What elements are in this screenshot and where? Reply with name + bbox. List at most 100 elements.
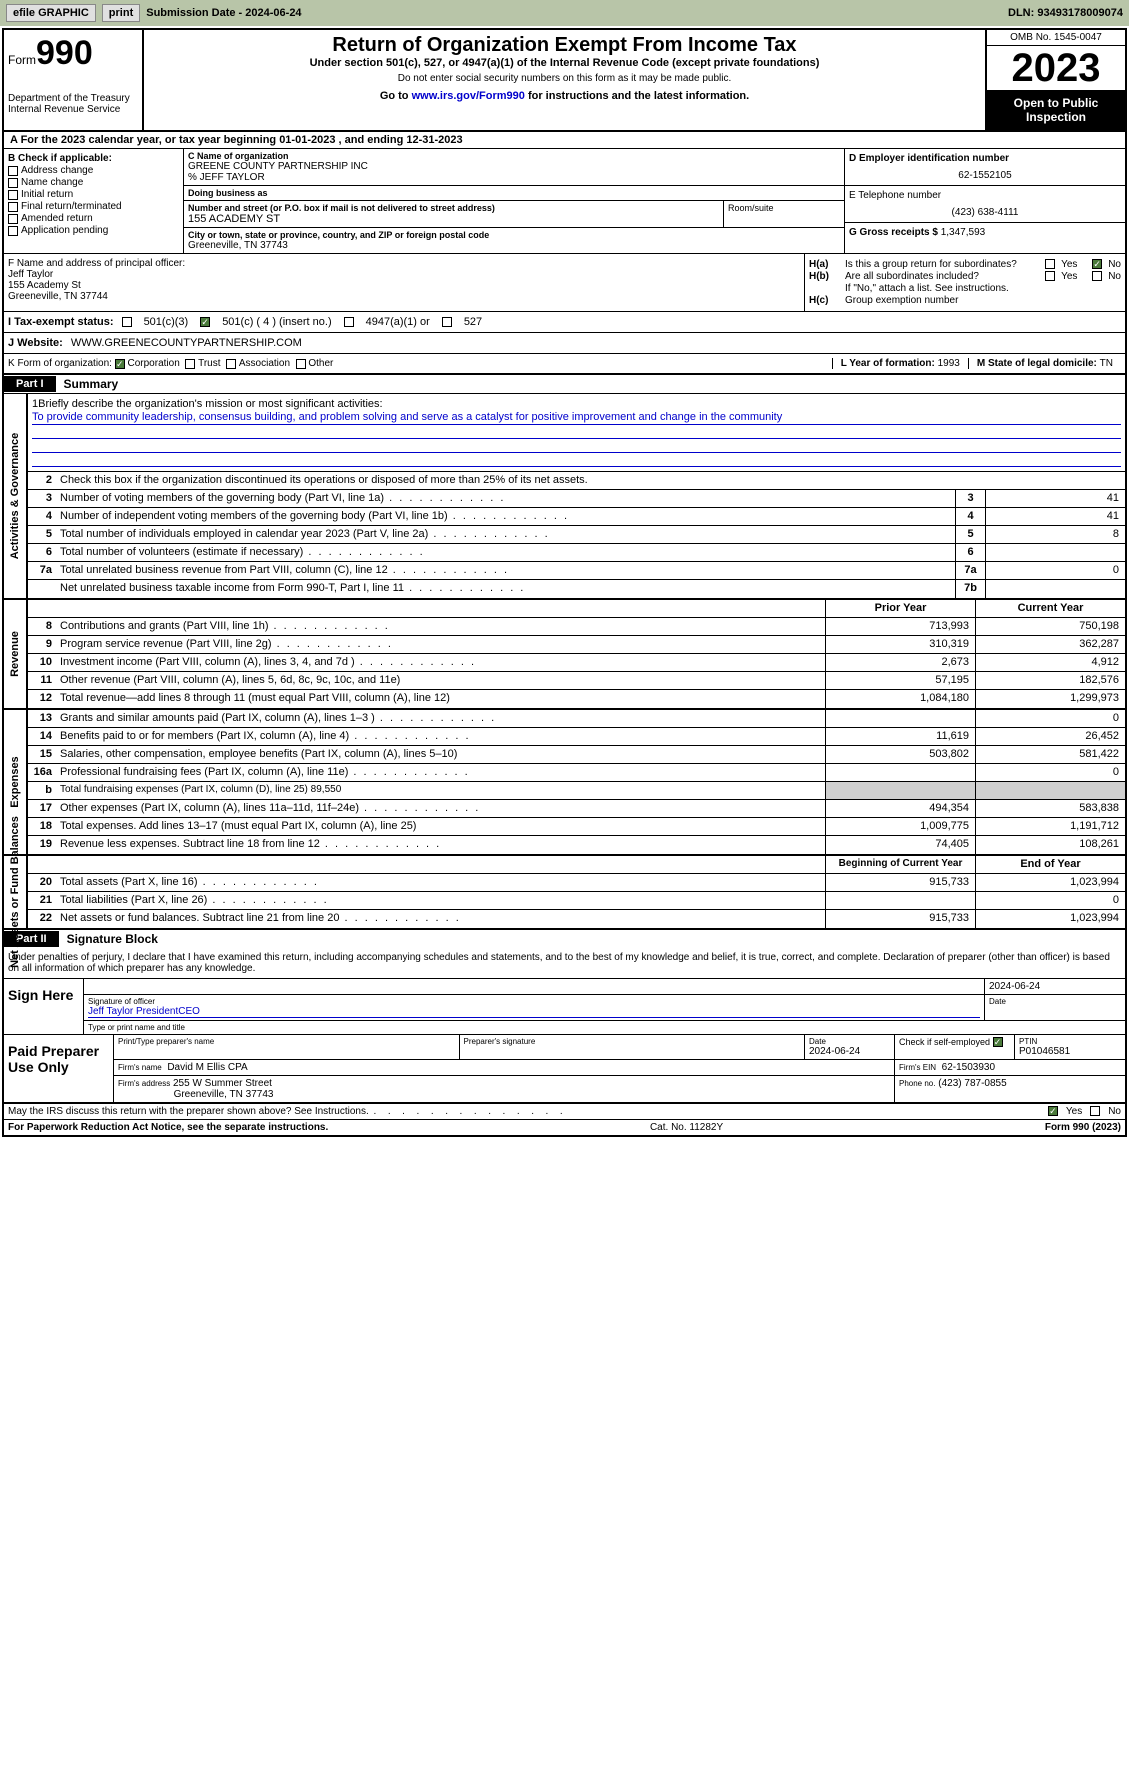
line-4-num: 4 (28, 508, 56, 525)
checkbox-name-change[interactable] (8, 178, 18, 188)
checkbox-501c[interactable] (200, 317, 210, 327)
line-7b-num (28, 580, 56, 598)
line-19-prior: 74,405 (825, 836, 975, 854)
checkbox-self-employed[interactable] (993, 1037, 1003, 1047)
ha-no-checkbox[interactable] (1092, 259, 1102, 269)
checkbox-application-pending[interactable] (8, 226, 18, 236)
line-11-num: 11 (28, 672, 56, 689)
year-formation: L Year of formation: 1993 (832, 358, 968, 369)
state-domicile: M State of legal domicile: TN (968, 358, 1121, 369)
line-7b-box: 7b (955, 580, 985, 598)
line-6-desc: Total number of volunteers (estimate if … (56, 544, 955, 561)
part-1-title: Summary (56, 375, 127, 393)
label-other: Other (308, 358, 333, 369)
col-c-org-info: C Name of organization GREENE COUNTY PAR… (184, 149, 845, 253)
paid-preparer-block: Paid Preparer Use Only Print/Type prepar… (4, 1035, 1125, 1104)
dba-label: Doing business as (188, 188, 840, 198)
line-13-num: 13 (28, 710, 56, 727)
line-7a-val: 0 (985, 562, 1125, 579)
officer-label: F Name and address of principal officer: (8, 258, 800, 269)
line-20-desc: Total assets (Part X, line 16) (56, 874, 825, 891)
line-11-curr: 182,576 (975, 672, 1125, 689)
line-6-num: 6 (28, 544, 56, 561)
irs-discuss-text: May the IRS discuss this return with the… (8, 1106, 369, 1117)
firm-ein: 62-1503930 (942, 1062, 995, 1073)
checkbox-501c3[interactable] (122, 317, 132, 327)
label-527: 527 (464, 316, 482, 328)
prep-name-label: Print/Type preparer's name (118, 1037, 455, 1046)
care-of: % JEFF TAYLOR (188, 172, 840, 183)
line-10-desc: Investment income (Part VIII, column (A)… (56, 654, 825, 671)
line-3-desc: Number of voting members of the governin… (56, 490, 955, 507)
org-name-label: C Name of organization (188, 151, 840, 161)
label-501c3: 501(c)(3) (144, 316, 189, 328)
sig-date: 2024-06-24 (985, 979, 1125, 994)
paperwork-notice: For Paperwork Reduction Act Notice, see … (8, 1122, 328, 1133)
firm-name-label: Firm's name (118, 1063, 162, 1072)
line-22-num: 22 (28, 910, 56, 928)
line-3-num: 3 (28, 490, 56, 507)
line-18-curr: 1,191,712 (975, 818, 1125, 835)
ha-yes-checkbox[interactable] (1045, 259, 1055, 269)
row-a-tax-year: A For the 2023 calendar year, or tax yea… (4, 132, 1125, 149)
line-17-curr: 583,838 (975, 800, 1125, 817)
print-button[interactable]: print (102, 4, 140, 22)
part-1-tag: Part I (4, 376, 56, 392)
line-5-num: 5 (28, 526, 56, 543)
line-20-prior: 915,733 (825, 874, 975, 891)
hb-yes-checkbox[interactable] (1045, 271, 1055, 281)
discuss-no-checkbox[interactable] (1090, 1106, 1100, 1116)
line-7a-num: 7a (28, 562, 56, 579)
checkbox-amended-return[interactable] (8, 214, 18, 224)
line-18-num: 18 (28, 818, 56, 835)
line-4-box: 4 (955, 508, 985, 525)
line-12-desc: Total revenue—add lines 8 through 11 (mu… (56, 690, 825, 708)
irs-discuss-row: May the IRS discuss this return with the… (4, 1104, 1125, 1119)
part-2-header: Part II Signature Block (4, 930, 1125, 948)
firm-phone: (423) 787-0855 (938, 1078, 1006, 1089)
efile-button[interactable]: efile GRAPHIC (6, 4, 96, 22)
checkbox-initial-return[interactable] (8, 190, 18, 200)
checkbox-address-change[interactable] (8, 166, 18, 176)
line-17-desc: Other expenses (Part IX, column (A), lin… (56, 800, 825, 817)
phone-value: (423) 638-4111 (849, 201, 1121, 218)
ha-yes-label: Yes (1061, 259, 1077, 270)
sig-officer-label: Signature of officer (88, 997, 980, 1006)
label-final-return: Final return/terminated (21, 201, 122, 212)
room-suite-label: Room/suite (724, 201, 844, 227)
line-8-desc: Contributions and grants (Part VIII, lin… (56, 618, 825, 635)
form-title: Return of Organization Exempt From Incom… (148, 34, 981, 57)
side-label-governance: Activities & Governance (9, 433, 21, 560)
checkbox-trust[interactable] (185, 359, 195, 369)
checkbox-other[interactable] (296, 359, 306, 369)
col-hdr-beginning: Beginning of Current Year (825, 856, 975, 873)
paid-preparer-label: Paid Preparer Use Only (4, 1035, 114, 1102)
form-990-frame: Form990 Department of the Treasury Inter… (2, 28, 1127, 1137)
checkbox-527[interactable] (442, 317, 452, 327)
hb-label: H(b) (809, 271, 845, 282)
discuss-yes-label: Yes (1066, 1106, 1082, 1117)
line-21-num: 21 (28, 892, 56, 909)
line-8-curr: 750,198 (975, 618, 1125, 635)
line-15-curr: 581,422 (975, 746, 1125, 763)
col-d-ein-phone: D Employer identification number 62-1552… (845, 149, 1125, 253)
omb-number: OMB No. 1545-0047 (987, 30, 1125, 46)
line-14-desc: Benefits paid to or for members (Part IX… (56, 728, 825, 745)
line-13-prior (825, 710, 975, 727)
sign-here-block: Sign Here 2024-06-24 Signature of office… (4, 978, 1125, 1035)
discuss-yes-checkbox[interactable] (1048, 1106, 1058, 1116)
irs-link[interactable]: www.irs.gov/Form990 (412, 90, 525, 102)
checkbox-association[interactable] (226, 359, 236, 369)
col-h-group-return: H(a) Is this a group return for subordin… (805, 254, 1125, 311)
mission-text: To provide community leadership, consens… (32, 410, 1121, 425)
row-i-tax-status: I Tax-exempt status: 501(c)(3) 501(c) ( … (4, 312, 1125, 333)
firm-addr1: 255 W Summer Street (173, 1078, 272, 1089)
ssn-note: Do not enter social security numbers on … (148, 73, 981, 84)
line-16a-curr: 0 (975, 764, 1125, 781)
hb-no-checkbox[interactable] (1092, 271, 1102, 281)
line-11-prior: 57,195 (825, 672, 975, 689)
checkbox-4947[interactable] (344, 317, 354, 327)
line-16a-num: 16a (28, 764, 56, 781)
checkbox-corporation[interactable] (115, 359, 125, 369)
checkbox-final-return[interactable] (8, 202, 18, 212)
